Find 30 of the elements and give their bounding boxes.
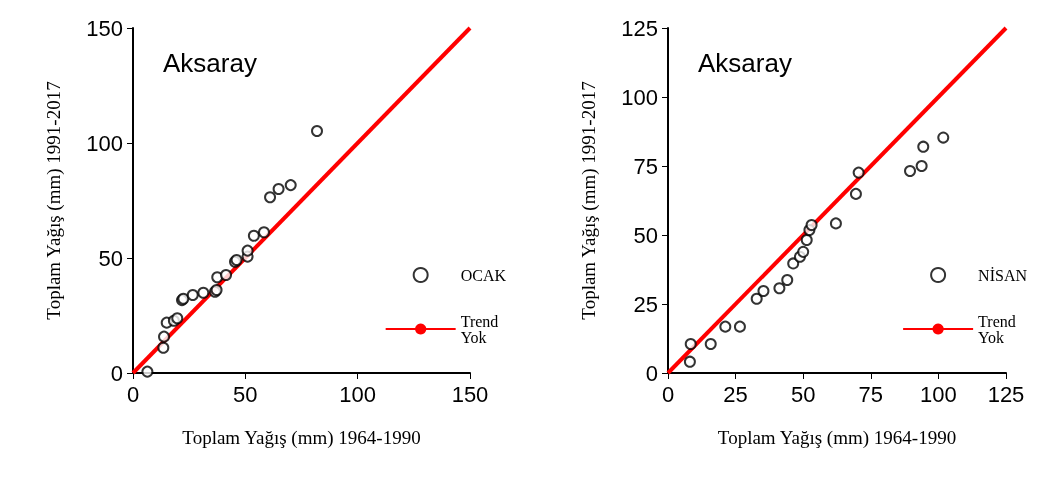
y-tick-label: 75	[633, 153, 658, 179]
x-tick-label: 0	[126, 381, 140, 407]
y-tick-label: 0	[645, 360, 658, 386]
legend-label: NİSAN	[978, 266, 1028, 284]
x-tick-label: 50	[233, 381, 258, 407]
annotation: Aksaray	[163, 48, 257, 78]
legend-label: Trend Yok	[978, 312, 1016, 346]
y-tick-label: 125	[621, 15, 658, 41]
x-axis-title: Toplam Yağış (mm) 1964-1990	[182, 427, 421, 449]
y-tick-label: 25	[633, 291, 658, 317]
y-tick-label: 100	[621, 84, 658, 110]
x-tick-label: 100	[920, 381, 957, 407]
y-tick-label: 50	[633, 222, 658, 248]
x-tick-label: 0	[661, 381, 675, 407]
y-tick-label: 100	[86, 130, 123, 156]
x-axis-title: Toplam Yağış (mm) 1964-1990	[717, 427, 957, 449]
x-tick-label: 125	[987, 381, 1025, 407]
y-axis-title: Toplam Yağış (mm) 1991-2017	[578, 81, 600, 320]
y-tick-label: 150	[86, 15, 123, 41]
x-tick-label: 50	[790, 381, 816, 407]
y-tick-label: 0	[110, 360, 123, 386]
legend-label: OCAK	[460, 266, 507, 284]
y-tick-label: 50	[98, 245, 123, 271]
annotation: Aksaray	[698, 48, 792, 78]
x-tick-label: 100	[339, 381, 377, 407]
x-tick-label: 150	[451, 381, 489, 407]
legend-label: Trend Yok	[460, 312, 499, 346]
y-axis-title: Toplam Yağış (mm) 1991-2017	[43, 81, 65, 320]
x-tick-label: 75	[858, 381, 884, 407]
x-tick-label: 25	[723, 381, 748, 407]
